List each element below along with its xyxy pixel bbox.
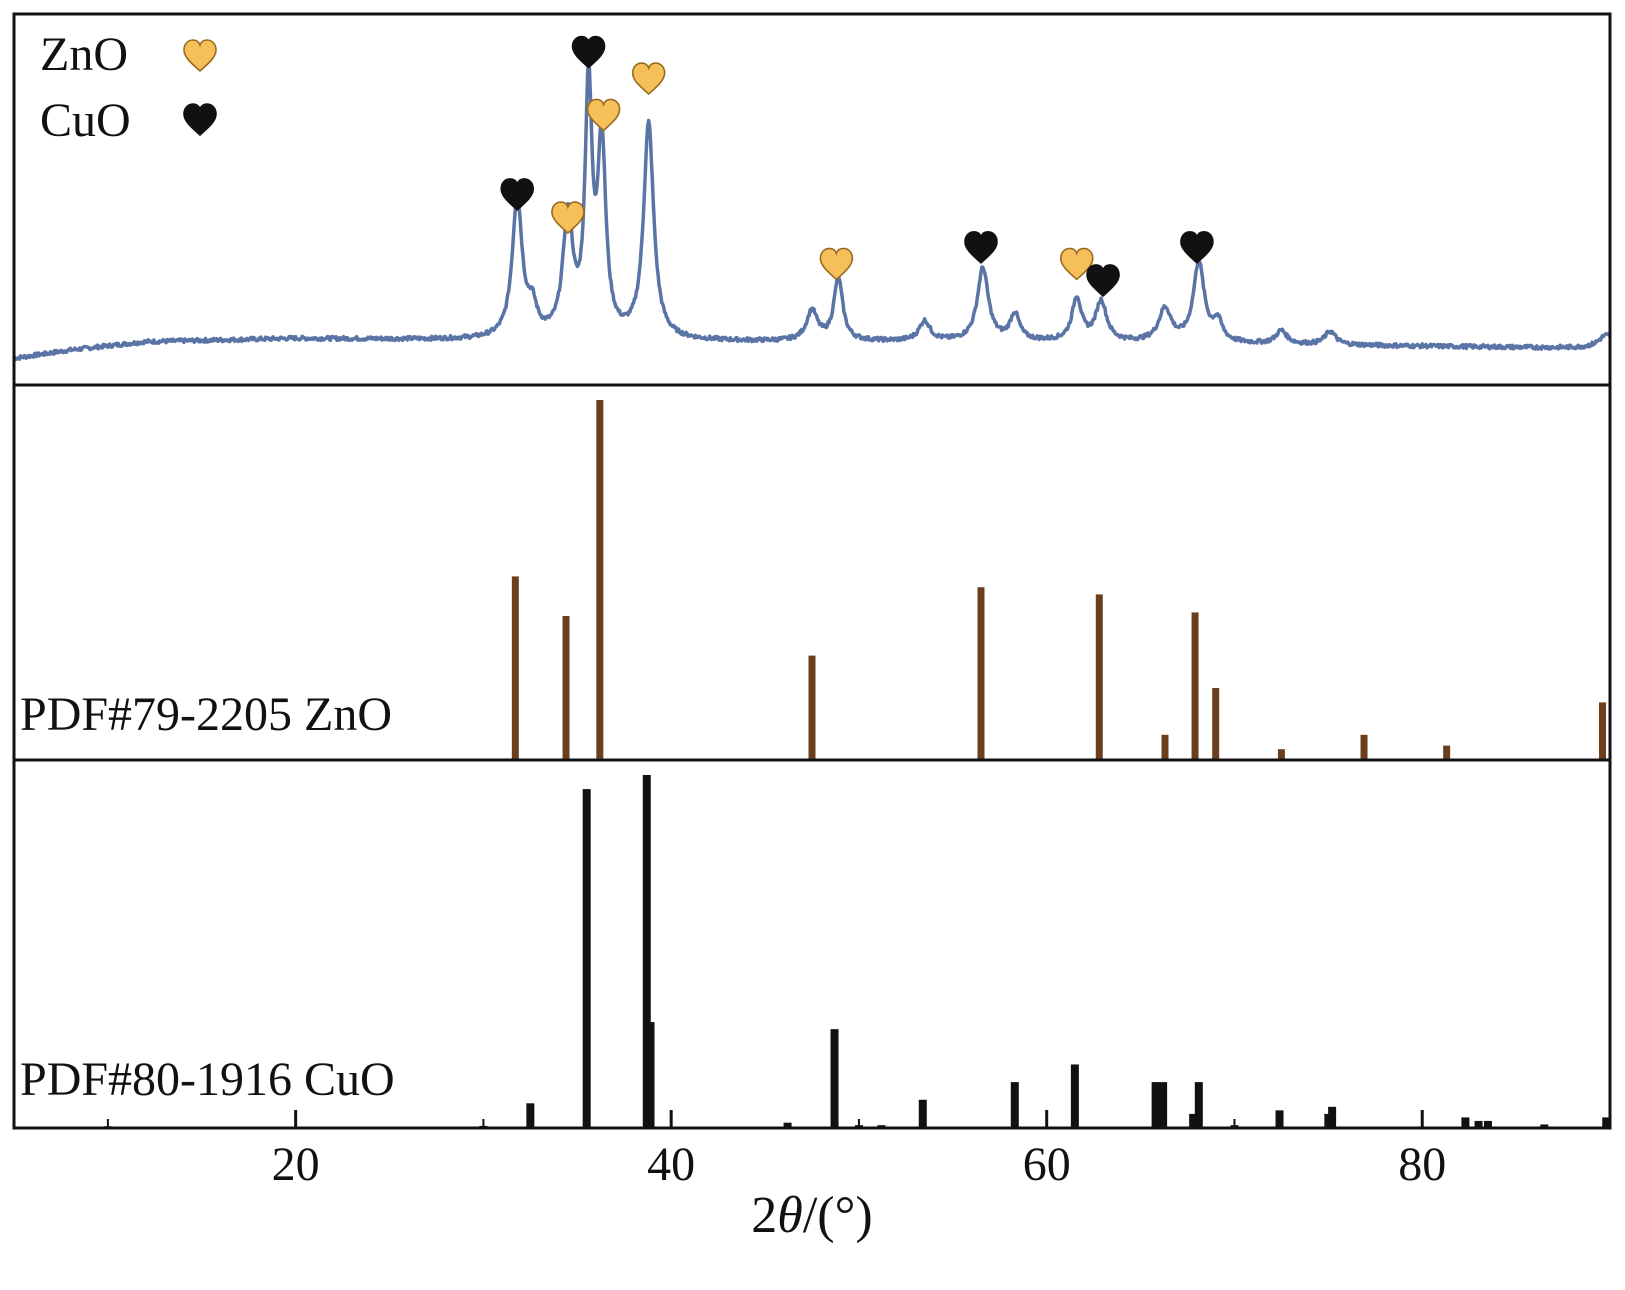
cuo-peak-marker-icon [964,231,998,264]
znO-ref-stick [1191,612,1199,760]
cuo-ref-stick [783,1122,792,1128]
cuo-ref-stick [1189,1113,1198,1128]
cuo-ref-stick [1483,1120,1492,1128]
zno-stick-layer [511,400,1606,760]
cuo-ref-stick [1159,1082,1168,1128]
cuo-ref-stick [526,1103,535,1128]
zno-peak-marker-icon [631,62,666,95]
cuo-stick-layer [103,775,1611,1128]
znO-ref-stick [1161,734,1169,760]
znO-ref-stick [562,616,570,760]
zno-peak-marker-icon [551,201,585,234]
cuo-ref-stick [646,1022,655,1128]
panel-zno-reference: PDF#79-2205 ZnO [20,400,1606,760]
cuo-reference-label: PDF#80-1916 CuO [20,1053,395,1106]
x-tick-label: 40 [647,1138,695,1191]
cuo-ref-stick [1010,1082,1019,1128]
cuo-ref-stick [918,1099,927,1128]
znO-ref-stick [511,576,519,760]
cuo-ref-stick [1151,1082,1160,1128]
cuo-ref-stick [1328,1106,1337,1128]
x-axis-label-prefix: 2 [751,1187,777,1244]
zno-heart-icon [183,39,217,72]
sample-line-layer [13,59,1612,362]
cuo-ref-stick [582,789,591,1128]
cuo-peak-marker-icon [571,35,606,69]
legend-label-cuo: CuO [40,94,131,147]
cuo-peak-marker-icon [1086,264,1120,297]
x-tick-label: 60 [1023,1138,1071,1191]
panel-sample: ZnO CuO [13,28,1612,362]
cuo-ref-stick [1602,1117,1611,1128]
plot-frame [12,12,1612,1130]
legend: ZnO CuO [40,28,217,147]
x-axis: 20 40 60 80 [106,1110,1611,1191]
znO-ref-stick [1360,734,1368,760]
znO-ref-stick [1443,745,1451,760]
znO-ref-stick [977,587,985,760]
cuo-heart-icon [183,103,217,136]
x-tick-label: 20 [272,1138,320,1191]
znO-ref-stick [1212,688,1220,760]
cuo-ref-stick [1275,1110,1284,1128]
znO-ref-stick [1095,594,1103,760]
x-tick-label: 80 [1398,1138,1446,1191]
cuo-peak-marker-icon [1180,231,1214,264]
znO-ref-stick [1277,749,1285,760]
legend-marker-cuo-heart-icon [183,103,217,136]
x-axis-label: 2θ/(°) [751,1187,872,1244]
zno-reference-label: PDF#79-2205 ZnO [20,688,392,741]
frame [12,12,1612,1130]
cuo-ref-stick [1540,1124,1549,1128]
legend-marker-zno-heart-icon [183,39,217,72]
cuo-ref-stick [642,775,651,1128]
znO-ref-stick [808,655,816,760]
cuo-ref-stick [1070,1064,1079,1128]
zno-peak-marker-icon [819,247,854,281]
znO-ref-stick [596,400,604,760]
znO-ref-stick [1598,702,1606,760]
x-axis-label-unit: /(°) [803,1187,873,1244]
cuo-ref-stick [1474,1120,1483,1128]
cuo-ref-stick [1194,1082,1203,1128]
cuo-peak-marker-icon [500,178,535,211]
legend-label-zno: ZnO [40,28,128,81]
x-axis-label-theta: θ [777,1187,803,1244]
sample-xrd-line [13,59,1612,362]
panel-cuo-reference: PDF#80-1916 CuO [20,775,1611,1128]
cuo-ref-stick [830,1029,839,1128]
cuo-ref-stick [1461,1117,1470,1128]
